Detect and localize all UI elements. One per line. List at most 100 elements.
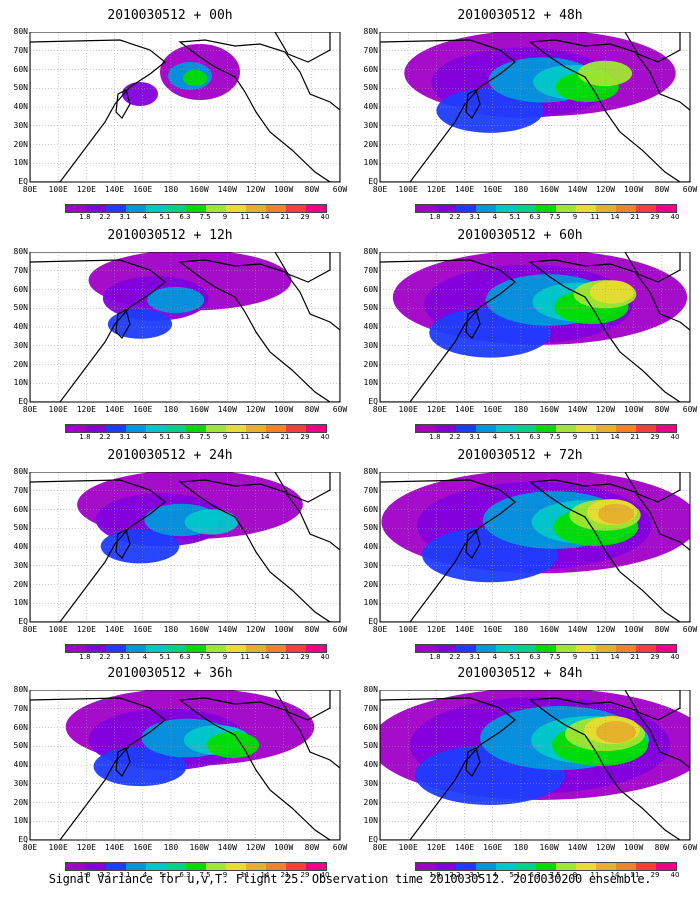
colorbar-swatch bbox=[616, 205, 636, 212]
latitude-label: EQ bbox=[368, 617, 378, 626]
coastline bbox=[624, 32, 681, 63]
colorbar bbox=[415, 424, 677, 433]
colorbar bbox=[415, 862, 677, 871]
forecast-panel-p24: 2010030512 + 24h 80N 70N 60N 50N 40N 30N 20N 10N… bbox=[10, 448, 350, 673]
longitude-label: 160E bbox=[133, 625, 153, 634]
colorbar-swatch bbox=[656, 205, 676, 212]
latitude-label: EQ bbox=[18, 397, 28, 406]
latitude-label: 30N bbox=[363, 340, 378, 350]
longitude-label: 160W bbox=[539, 625, 559, 634]
coastline bbox=[380, 697, 516, 840]
colorbar-swatch bbox=[166, 205, 186, 212]
colorbar-label: 3.1 bbox=[119, 653, 131, 661]
colorbar-label: 4 bbox=[142, 871, 148, 879]
longitude-label: 120E bbox=[76, 625, 96, 634]
colorbar-label: 3.1 bbox=[469, 433, 481, 441]
longitude-label: 60W bbox=[682, 625, 698, 634]
longitude-label: 60W bbox=[682, 185, 698, 194]
longitude-labels: 80E 100E 120E 140E 160E 180 160W 140W 120W 100W 80… bbox=[23, 185, 347, 195]
longitude-label: 180 bbox=[163, 405, 179, 414]
colorbar-label: 2.2 bbox=[99, 653, 111, 661]
colorbar-swatch bbox=[576, 205, 596, 212]
latitude-label: EQ bbox=[368, 397, 378, 406]
variance-map bbox=[29, 32, 341, 183]
colorbar-swatch bbox=[86, 645, 106, 652]
colorbar-swatch bbox=[306, 425, 326, 432]
colorbar-label: 3.1 bbox=[119, 213, 131, 221]
colorbar-label: 9 bbox=[222, 871, 228, 879]
latitude-label: 60N bbox=[13, 64, 28, 74]
colorbar-label: 6.3 bbox=[529, 871, 541, 879]
latitude-label: 50N bbox=[13, 83, 28, 93]
colorbar-label: 5.1 bbox=[159, 653, 171, 661]
panel-title: 2010030512 + 36h bbox=[107, 666, 233, 681]
colorbar-label: 7.5 bbox=[199, 871, 211, 879]
colorbar-labels: 1.8 2.2 3.1 4 5.1 6.3 7.5 9 11 14 21 29 40 bbox=[65, 213, 329, 223]
longitude-label: 140E bbox=[454, 625, 475, 634]
coastline bbox=[30, 259, 166, 402]
longitude-label: 140E bbox=[454, 185, 475, 194]
colorbar-label: 40 bbox=[670, 653, 680, 661]
longitude-label: 100E bbox=[398, 405, 418, 414]
colorbar-swatch bbox=[456, 425, 476, 432]
variance-contour bbox=[596, 721, 636, 743]
coastline bbox=[624, 472, 681, 503]
colorbar-swatch bbox=[86, 863, 106, 870]
longitude-label: 100E bbox=[48, 405, 68, 414]
latitude-label: 10N bbox=[13, 816, 28, 826]
colorbar-label: 21 bbox=[280, 653, 290, 661]
coastline bbox=[624, 252, 681, 283]
colorbar-swatch bbox=[186, 863, 206, 870]
colorbar-swatch bbox=[266, 863, 286, 870]
colorbar-swatch bbox=[496, 863, 516, 870]
colorbar-label: 11 bbox=[240, 653, 250, 661]
colorbar-swatch bbox=[226, 863, 246, 870]
colorbar-label: 6.3 bbox=[179, 653, 191, 661]
colorbar-label: 2.2 bbox=[449, 871, 461, 879]
longitude-label: 180 bbox=[513, 185, 529, 194]
colorbar-swatch bbox=[146, 425, 166, 432]
variance-map bbox=[29, 690, 341, 841]
variance-contour bbox=[183, 70, 207, 86]
latitude-label: 60N bbox=[363, 722, 378, 732]
colorbar-label: 11 bbox=[240, 433, 250, 441]
longitude-label: 60W bbox=[332, 625, 348, 634]
colorbar-swatch bbox=[206, 425, 226, 432]
colorbar-swatch bbox=[106, 425, 126, 432]
colorbar-label: 5.1 bbox=[509, 213, 521, 221]
longitude-label: 160E bbox=[483, 405, 503, 414]
colorbar-label: 21 bbox=[630, 433, 640, 441]
colorbar-swatch bbox=[516, 863, 536, 870]
longitude-label: 140E bbox=[104, 843, 125, 852]
panel-title: 2010030512 + 48h bbox=[457, 8, 583, 23]
forecast-panel-p72: 2010030512 + 72h 80N 70N 60N 50N 40N 30N 20N 10N… bbox=[360, 448, 700, 673]
colorbar-swatch bbox=[416, 863, 436, 870]
latitude-label: 40N bbox=[363, 542, 378, 551]
latitude-label: 70N bbox=[13, 265, 28, 275]
longitude-label: 180 bbox=[513, 625, 529, 634]
colorbar-swatch bbox=[496, 205, 516, 212]
coastline bbox=[465, 89, 481, 119]
latitude-label: 50N bbox=[13, 303, 28, 313]
colorbar-label: 29 bbox=[300, 433, 310, 441]
colorbar-swatch bbox=[456, 863, 476, 870]
forecast-panel-p12: 2010030512 + 12h 80N 70N 60N 50N 40N 30N 20N 10N… bbox=[10, 228, 350, 453]
colorbar-swatch bbox=[436, 205, 456, 212]
longitude-label: 140W bbox=[217, 405, 237, 414]
longitude-label: 180 bbox=[163, 625, 179, 634]
colorbar-label: 40 bbox=[670, 213, 680, 221]
latitude-label: 20N bbox=[363, 579, 378, 589]
longitude-label: 80E bbox=[22, 843, 38, 852]
colorbar-label: 7.5 bbox=[549, 213, 561, 221]
colorbar-swatch bbox=[226, 205, 246, 212]
colorbar-label: 11 bbox=[590, 653, 600, 661]
colorbar-swatch bbox=[536, 425, 556, 432]
longitude-label: 80W bbox=[654, 185, 670, 194]
longitude-label: 140W bbox=[567, 843, 587, 852]
longitude-labels: 80E 100E 120E 140E 160E 180 160W 140W 120W 100W 80… bbox=[373, 843, 697, 853]
latitude-label: EQ bbox=[18, 177, 28, 186]
colorbar-swatch bbox=[436, 425, 456, 432]
latitude-label: 40N bbox=[363, 322, 378, 331]
colorbar-swatch bbox=[476, 863, 496, 870]
colorbar-label: 40 bbox=[320, 213, 330, 221]
